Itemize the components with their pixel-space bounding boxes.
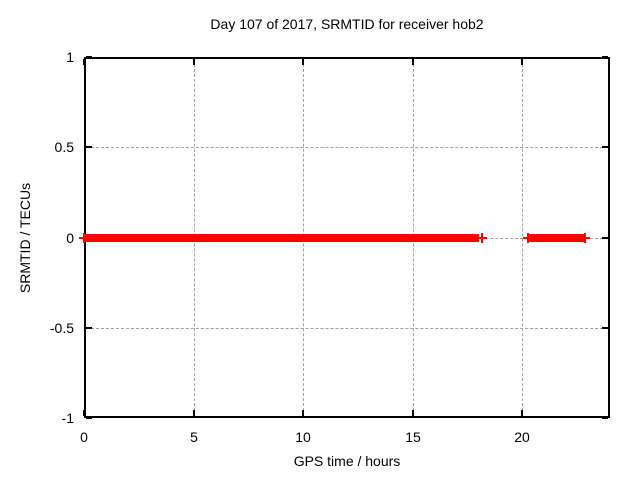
y-tick-mark-right [602,146,608,148]
y-tick-mark-right [602,237,608,239]
x-tick-label: 10 [295,429,311,445]
y-tick-mark [86,146,92,148]
y-tick-label: -1 [61,410,74,426]
x-tick-label: 5 [190,429,198,445]
x-tick-mark [412,410,414,416]
y-tick-mark-right [602,327,608,329]
x-tick-label: 20 [514,429,530,445]
y-tick-mark [86,327,92,329]
x-tick-label: 0 [80,429,88,445]
x-tick-mark-top [412,59,414,65]
x-tick-mark [302,410,304,416]
y-gridline [86,147,608,148]
y-tick-mark-right [602,417,608,419]
x-axis-label: GPS time / hours [293,453,401,469]
point-marker-plus [83,233,85,243]
y-tick-label: 0 [66,230,74,246]
x-gridline [522,59,523,416]
x-tick-label: 15 [405,429,421,445]
point-marker-plus [481,233,483,243]
x-tick-mark [521,410,523,416]
y-tick-mark [86,56,92,58]
x-tick-mark-top [83,59,85,65]
x-tick-mark-top [193,59,195,65]
data-segment [528,234,585,242]
y-tick-mark [86,417,92,419]
x-tick-mark [83,410,85,416]
x-tick-mark [193,410,195,416]
data-segment [84,234,479,242]
y-tick-label: 1 [66,49,74,65]
point-marker-plus [527,233,529,243]
x-tick-mark-top [521,59,523,65]
x-tick-mark-top [302,59,304,65]
point-marker-plus [584,233,586,243]
y-tick-label: 0.5 [54,139,74,155]
y-tick-label: -0.5 [49,320,74,336]
chart-title: Day 107 of 2017, SRMTID for receiver hob… [210,16,484,32]
y-tick-mark-right [602,56,608,58]
y-gridline [86,328,608,329]
